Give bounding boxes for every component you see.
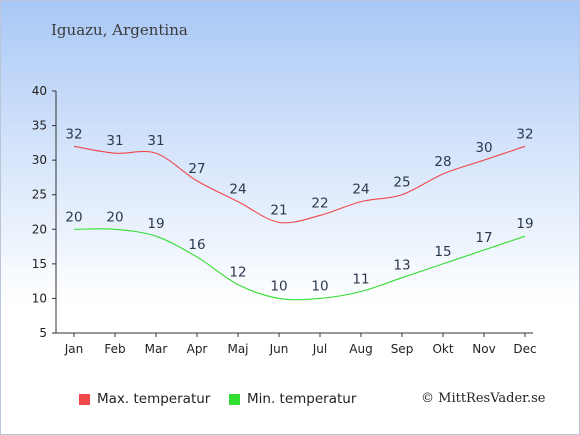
data-label-min: 13	[393, 258, 410, 274]
y-tick-label: 15	[32, 257, 47, 271]
data-label-min: 10	[270, 278, 287, 294]
y-tick-label: 40	[32, 84, 47, 98]
legend-swatch-min	[229, 393, 240, 405]
data-label-max: 21	[270, 202, 287, 218]
data-label-max: 24	[229, 182, 246, 198]
data-label-min: 17	[475, 230, 492, 246]
data-label-max: 31	[106, 133, 123, 149]
legend-label-max: Max. temperatur	[97, 391, 211, 407]
legend-swatch-max	[79, 393, 90, 405]
axes: 5 10 15 20 25 30 35 40 Jan Feb Mar Apr Maj Jun Jul Aug S…	[32, 84, 537, 356]
x-tick-label: Dec	[513, 342, 536, 356]
data-labels: 32 31 31 27 24 21 22 24 25 28 30 32 20 20 19 16 12 10 10 11…	[65, 126, 533, 294]
data-label-min: 16	[188, 237, 205, 253]
series-line-min	[73, 228, 526, 301]
x-tick-label: Jan	[64, 342, 84, 356]
y-tick-label: 25	[32, 188, 47, 202]
y-tick-label: 20	[32, 222, 47, 236]
x-tick-label: Jul	[312, 342, 327, 356]
data-label-max: 25	[393, 175, 410, 191]
data-label-min: 12	[229, 265, 246, 281]
data-label-min: 20	[65, 209, 82, 225]
y-tick-label: 10	[32, 291, 47, 305]
data-label-max: 32	[65, 126, 82, 142]
y-tick-label: 30	[32, 153, 47, 167]
data-label-min: 19	[147, 216, 164, 232]
legend-item-min: Min. temperatur	[229, 391, 356, 407]
x-tick-label: Okt	[432, 342, 453, 356]
credit-text: © MittResVader.se	[421, 391, 546, 406]
data-label-max: 30	[475, 140, 492, 156]
data-label-min: 11	[352, 272, 369, 288]
chart-title: Iguazu, Argentina	[51, 21, 188, 39]
x-tick-label: Apr	[187, 342, 208, 356]
legend-item-max: Max. temperatur	[79, 391, 210, 407]
x-tick-label: Jun	[269, 342, 289, 356]
x-tick-label: Feb	[104, 342, 125, 356]
legend-label-min: Min. temperatur	[247, 391, 357, 407]
data-label-min: 20	[106, 209, 123, 225]
x-tick-label: Mar	[145, 342, 168, 356]
series-layer	[73, 145, 526, 301]
data-label-max: 32	[516, 126, 533, 142]
x-tick-label: Maj	[227, 342, 248, 356]
data-label-min: 10	[311, 278, 328, 294]
y-tick-label: 5	[39, 326, 47, 340]
data-label-max: 27	[188, 161, 205, 177]
y-tick-label: 35	[32, 119, 47, 133]
x-tick-label: Sep	[391, 342, 414, 356]
data-label-min: 15	[434, 244, 451, 260]
x-tick-label: Aug	[349, 342, 372, 356]
x-tick-label: Nov	[472, 342, 495, 356]
data-label-max: 24	[352, 182, 369, 198]
series-line-max	[73, 145, 526, 224]
data-label-min: 19	[516, 216, 533, 232]
data-label-max: 28	[434, 154, 451, 170]
data-label-max: 22	[311, 195, 328, 211]
data-label-max: 31	[147, 133, 164, 149]
